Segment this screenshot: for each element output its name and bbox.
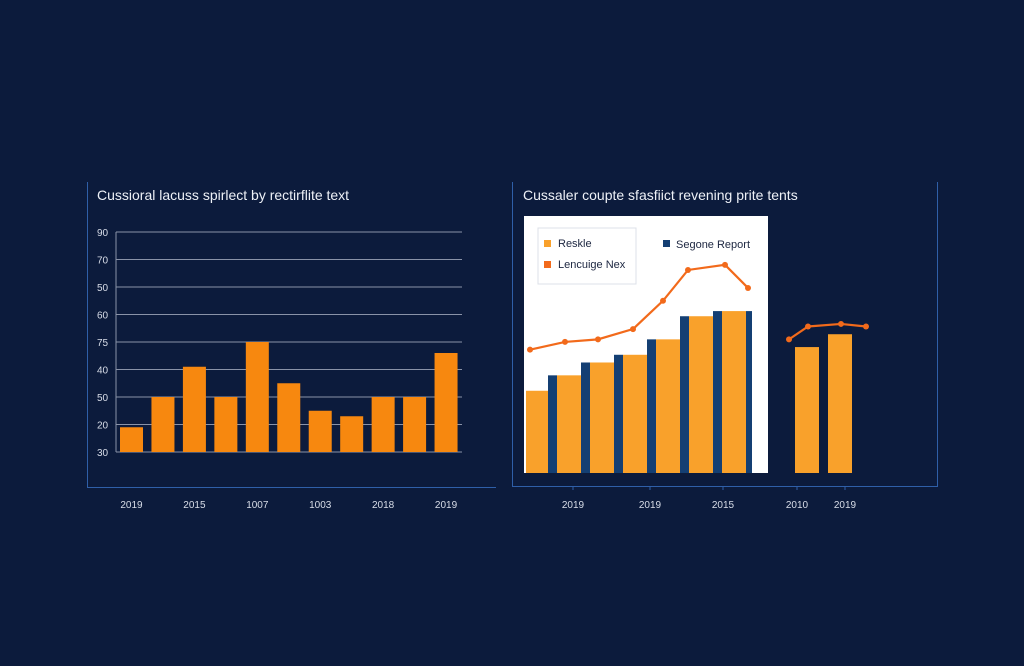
bar-reskle [623, 354, 647, 473]
bar [277, 383, 301, 452]
legend-swatch-segone-report [663, 240, 670, 247]
x-tick-label: 2019 [834, 500, 857, 511]
bar [214, 397, 238, 452]
bar-reskle [656, 339, 680, 473]
bar-reskle [689, 316, 713, 473]
y-tick-label: 60 [97, 311, 109, 322]
y-tick-label: 70 [97, 256, 109, 267]
bar-segone-report [548, 375, 557, 473]
bar [245, 342, 269, 452]
line-point [630, 326, 636, 333]
line-point [595, 336, 601, 343]
left-chart-panel [87, 182, 496, 488]
legend-label-lencuige-nex: Lencuige Nex [558, 259, 626, 271]
x-tick-label: 1003 [309, 500, 332, 511]
line-point [863, 323, 869, 330]
line-point [660, 297, 666, 304]
bar-reskle [590, 362, 614, 473]
y-tick-label: 90 [97, 228, 109, 239]
line-lencuige-nex [788, 322, 867, 341]
bar [403, 397, 427, 452]
bar-reskle [722, 311, 746, 473]
right-chart-title: Cussaler coupte sfasfiict revening prite… [523, 187, 798, 203]
bar [434, 353, 458, 452]
x-tick-label: 2019 [435, 500, 458, 511]
left-chart-title: Cussioral lacuss spirlect by rectirflite… [97, 187, 350, 203]
legend-label-reskle: Reskle [558, 238, 592, 250]
line-point [838, 320, 844, 327]
x-tick-label: 2018 [372, 500, 395, 511]
bar-reskle [526, 390, 550, 473]
x-tick-label: 2019 [120, 500, 143, 511]
line-lencuige-nex [529, 263, 749, 351]
line-point [745, 284, 751, 291]
y-tick-label: 50 [97, 393, 109, 404]
bar-reskle [828, 334, 852, 473]
y-tick-label: 75 [97, 338, 109, 349]
y-tick-label: 30 [97, 448, 109, 459]
bar [340, 416, 364, 452]
bar-reskle [795, 347, 819, 473]
y-tick-label: 20 [97, 421, 109, 432]
line-point [527, 346, 533, 353]
legend-swatch-reskle [544, 240, 551, 247]
line-point [805, 323, 811, 330]
bar-segone-report [713, 311, 722, 473]
bar-reskle [557, 375, 581, 473]
bar-segone-report [647, 339, 656, 473]
bar-segone-report [680, 316, 689, 473]
bar [371, 397, 395, 452]
x-tick-label: 2019 [562, 500, 585, 511]
bar [120, 427, 143, 452]
x-tick-label: 2015 [183, 500, 206, 511]
bar-segone-report [581, 362, 590, 473]
line-point [685, 266, 691, 273]
legend-label-segone-report: Segone Report [676, 239, 750, 251]
line-point [786, 336, 792, 343]
legend-box [537, 227, 637, 285]
bar [182, 366, 206, 452]
x-tick-label: 1007 [246, 500, 269, 511]
x-tick-label: 2015 [712, 500, 735, 511]
y-tick-label: 40 [97, 366, 109, 377]
bar-segone-report [746, 311, 752, 473]
bar [308, 410, 332, 452]
y-tick-label: 50 [97, 283, 109, 294]
line-point [562, 338, 568, 345]
line-point [722, 261, 728, 268]
legend-swatch-lencuige-nex [544, 261, 551, 268]
bar-segone-report [614, 354, 623, 473]
bar [151, 397, 175, 452]
right-chart-panel [512, 182, 938, 487]
x-tick-label: 2019 [639, 500, 662, 511]
x-tick-label: 2010 [786, 500, 809, 511]
